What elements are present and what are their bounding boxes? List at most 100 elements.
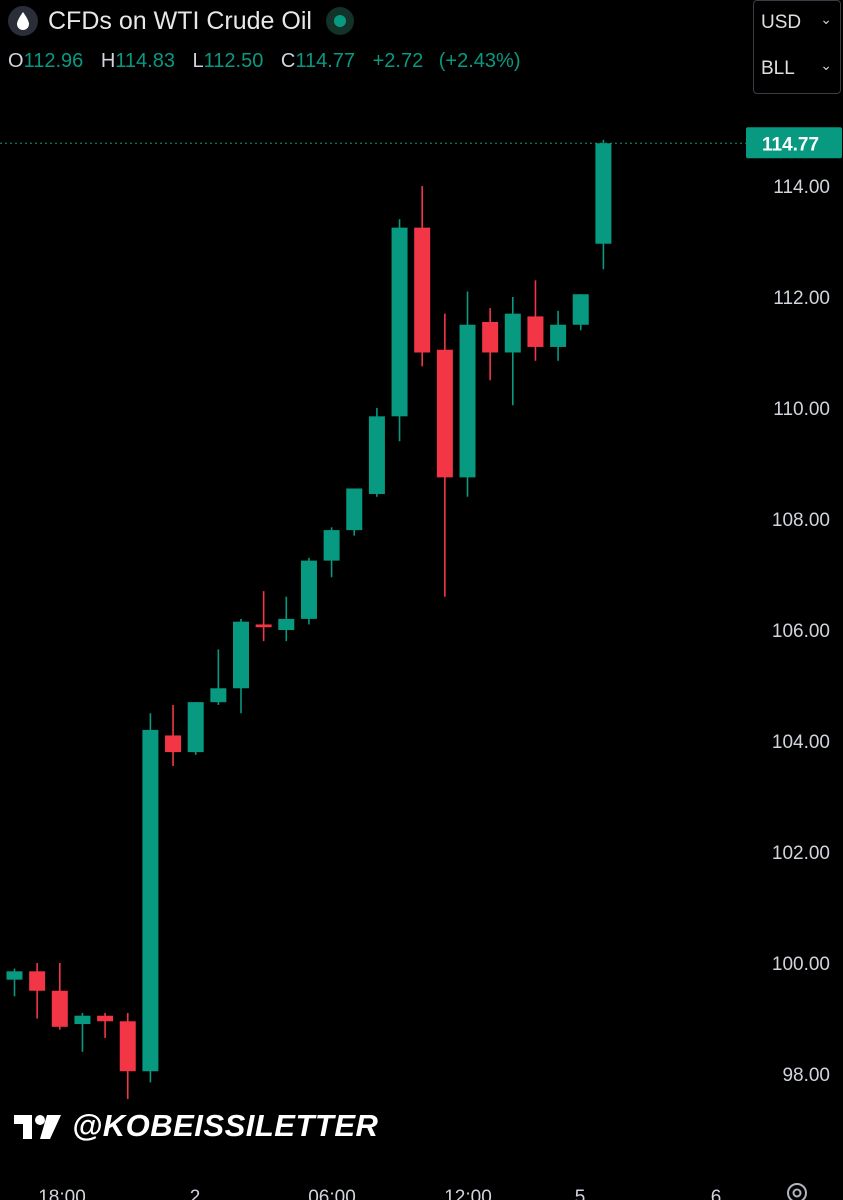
price-tick-label: 106.00 <box>772 621 830 642</box>
open-label: O <box>8 50 24 72</box>
time-axis[interactable]: 18:00 2 06:00 12:00 5 6 <box>38 1187 721 1200</box>
candle <box>51 963 68 1030</box>
price-tick-label: 110.00 <box>773 399 830 420</box>
close-value: 114.77 <box>295 50 356 72</box>
units-selector: USD ⌄ BLL ⌄ <box>753 0 841 94</box>
candle <box>572 294 589 331</box>
candle-body <box>51 990 68 1027</box>
time-tick-label: 06:00 <box>308 1187 356 1200</box>
candle <box>210 649 227 705</box>
candle <box>300 557 317 625</box>
candle-body <box>29 971 46 991</box>
candle <box>595 139 612 270</box>
candle <box>233 618 249 714</box>
candle <box>550 310 567 361</box>
price-tick-label: 114.00 <box>773 177 830 198</box>
candle-body <box>119 1021 136 1072</box>
last-price-value: 114.77 <box>762 134 819 155</box>
low-label: L <box>192 50 204 72</box>
price-tick-label: 102.00 <box>772 843 830 864</box>
time-tick-label: 12:00 <box>444 1187 492 1200</box>
candle <box>391 219 408 442</box>
chart-header: CFDs on WTI Crude Oil O112.96 H114.83 L1… <box>0 0 740 90</box>
candle <box>255 591 272 642</box>
price-tick-label: 112.00 <box>773 288 830 309</box>
candle <box>414 186 431 367</box>
last-price-label: 114.77 <box>746 127 842 159</box>
chevron-down-icon: ⌄ <box>820 11 832 27</box>
high-value: 114.83 <box>115 50 175 72</box>
time-tick-label: 5 <box>575 1187 586 1200</box>
candle-body <box>595 143 612 244</box>
time-tick-label: 6 <box>711 1187 722 1200</box>
unit-dropdown[interactable]: BLL ⌄ <box>754 47 840 93</box>
currency-dropdown[interactable]: USD ⌄ <box>754 1 840 47</box>
candle-body <box>482 321 499 353</box>
oil-drop-icon <box>8 6 38 36</box>
candle-body <box>346 488 363 531</box>
watermark: @KOBEISSILETTER <box>14 1108 378 1144</box>
candle <box>459 291 476 497</box>
candle-body <box>187 702 204 753</box>
time-tick-label: 18:00 <box>38 1187 86 1200</box>
candle <box>368 408 385 497</box>
candle <box>504 297 521 406</box>
ohlc-values: O112.96 H114.83 L112.50 C114.77 +2.72 (+… <box>8 50 530 73</box>
unit-value: BLL <box>761 58 795 79</box>
candle-body <box>300 560 317 619</box>
candle <box>323 527 340 578</box>
candle-body <box>391 227 408 417</box>
candle <box>527 280 544 361</box>
market-status-icon[interactable] <box>325 7 354 35</box>
candle-body <box>6 971 23 980</box>
candle <box>74 1012 91 1052</box>
candle <box>142 713 159 1083</box>
candle-body <box>323 530 340 561</box>
candle <box>29 963 46 1019</box>
candle <box>346 488 363 536</box>
candle-body <box>504 313 521 353</box>
price-tick-label: 104.00 <box>772 732 830 753</box>
price-tick-label: 108.00 <box>772 510 830 531</box>
candle <box>165 704 182 766</box>
currency-value: USD <box>761 12 802 33</box>
change-percent: (+2.43%) <box>438 50 521 72</box>
open-value: 112.96 <box>23 50 84 72</box>
low-value: 112.50 <box>203 50 264 72</box>
candle <box>187 702 204 755</box>
candles-group <box>6 139 612 1099</box>
last-price-box <box>746 127 842 159</box>
candle-body <box>368 416 385 495</box>
price-tick-label: 98.00 <box>782 1065 830 1086</box>
candle-body <box>550 324 567 347</box>
candle <box>119 1012 136 1099</box>
symbol-row: CFDs on WTI Crude Oil <box>8 6 354 36</box>
candle <box>97 1012 114 1038</box>
candle-body <box>210 688 227 703</box>
symbol-title[interactable]: CFDs on WTI Crude Oil <box>48 6 312 35</box>
change-value: +2.72 <box>372 50 424 72</box>
price-tick-label: 100.00 <box>772 954 830 975</box>
candle-body <box>97 1015 114 1022</box>
candle-body <box>436 349 453 478</box>
candle-body <box>165 735 182 753</box>
candle <box>278 596 295 642</box>
settings-icon[interactable] <box>787 1183 807 1200</box>
candle-body <box>74 1015 91 1025</box>
time-tick-label: 2 <box>190 1187 201 1200</box>
candle-body <box>459 324 476 478</box>
candle-body <box>142 729 159 1072</box>
tradingview-logo-icon <box>14 1115 61 1139</box>
watermark-handle: @KOBEISSILETTER <box>72 1108 379 1143</box>
candle-body <box>527 316 544 347</box>
candle-body <box>255 624 272 628</box>
candle <box>482 308 499 381</box>
chevron-down-icon: ⌄ <box>820 57 832 73</box>
candle <box>6 968 23 997</box>
price-axis[interactable]: 98.00 100.00 102.00 104.00 106.00 108.00 110.0… <box>772 177 830 1086</box>
candle-body <box>572 294 589 325</box>
candle-body <box>414 227 431 353</box>
close-label: C <box>280 50 296 72</box>
candle-body <box>278 618 295 630</box>
